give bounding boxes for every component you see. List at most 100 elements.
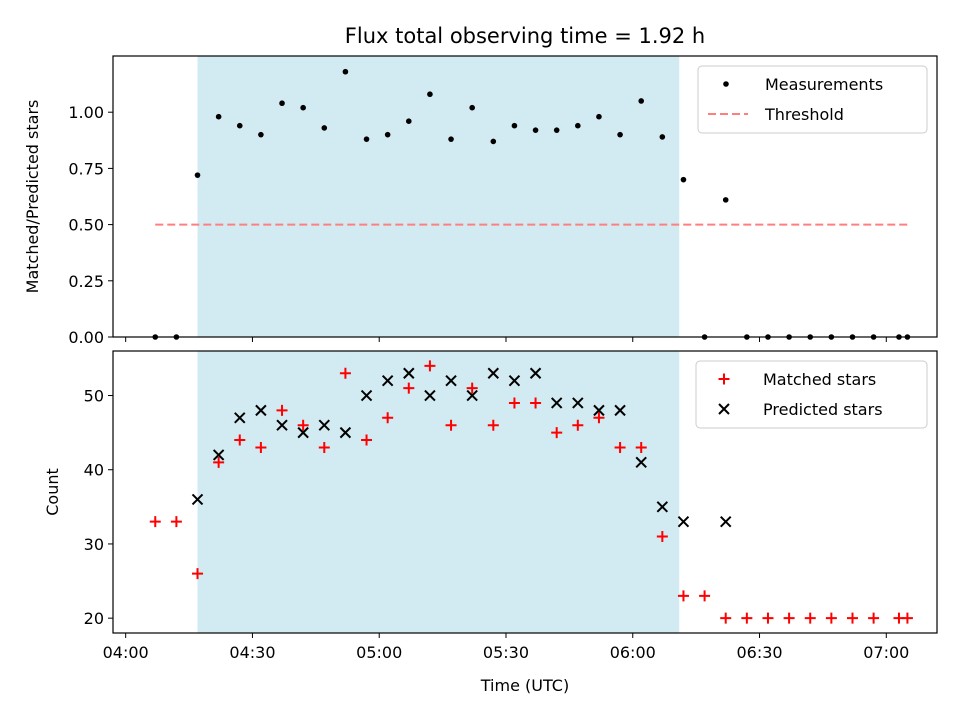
data-point [596,113,602,120]
data-point [255,404,267,417]
series-measurements [152,68,911,340]
plot-frame [112,55,938,338]
data-point [342,68,349,75]
data-point [194,172,201,178]
data-point [553,127,560,133]
legend-label: Threshold [764,105,844,124]
data-point [361,434,373,446]
data-point [236,122,243,129]
data-point [901,612,913,624]
data-point [339,426,352,439]
data-point [508,374,521,387]
legend-swatch [718,403,730,415]
data-point [321,125,328,131]
data-point [638,98,645,104]
data-point [572,419,584,431]
legend-swatch [723,81,729,87]
x-tick-label: 04:30 [229,643,275,662]
data-point [677,590,689,602]
data-point [720,515,732,528]
data-point [424,360,436,372]
x-tick-label: 06:30 [736,643,782,662]
data-point [427,91,433,98]
data-point [258,131,264,138]
data-point [762,612,774,624]
legend-box [697,65,928,134]
chart-title: Flux total observing time = 1.92 h [345,24,705,48]
data-point [677,515,690,528]
data-point [213,456,225,468]
x-tick-label: 06:00 [610,643,656,662]
data-point [191,493,204,506]
data-point [424,389,436,402]
data-point [384,131,391,138]
data-point [659,134,666,140]
data-point [635,456,647,469]
data-point [593,404,605,417]
x-axis-label: Time (UTC) [480,676,569,695]
data-point [720,612,732,624]
y-axis-label: Count [43,468,62,516]
series-predicted-stars [191,367,732,528]
y-tick-label: 40 [84,461,104,480]
data-point [783,612,795,624]
data-point [276,419,288,431]
data-point [445,419,457,431]
data-point [279,100,285,107]
data-point [297,426,309,439]
data-point [617,131,623,138]
x-tick-label: 04:00 [103,643,149,662]
y-axis-label: Matched/Predicted stars [23,100,42,294]
data-point [234,412,246,424]
data-point [804,612,816,624]
legend: Matched stars Predicted stars [695,360,928,429]
data-point [466,389,478,402]
y-tick-label: 20 [84,609,104,628]
y-tick-label: 50 [84,387,104,406]
data-point [487,367,500,379]
observing-window-shade [197,351,680,633]
data-point [511,122,518,129]
data-point [741,612,753,624]
data-point [532,127,539,133]
data-point [656,501,669,513]
observing-window-shade [197,56,680,337]
data-point [551,427,563,439]
y-tick-label: 0.75 [68,159,104,178]
data-point [868,612,880,624]
data-point [508,397,520,409]
data-point [614,441,626,453]
data-point [149,516,161,528]
y-tick-label: 30 [84,535,104,554]
data-point [255,441,267,453]
data-point [846,612,858,624]
data-point [403,367,415,379]
data-point [699,590,711,602]
data-point [382,412,394,424]
x-tick-label: 07:00 [863,643,909,662]
data-point [445,374,457,387]
data-point [192,568,204,580]
data-point [614,404,626,417]
x-tick-label: 05:30 [483,643,529,662]
y-tick-label: 1.00 [68,103,104,122]
data-point [318,441,330,453]
data-point [363,136,370,142]
data-point [680,176,687,183]
legend-swatch [718,373,730,385]
data-point [487,419,499,431]
data-point [469,104,475,111]
legend-label: Measurements [765,75,883,94]
data-point [550,397,563,409]
data-point [318,419,330,431]
top-panel: 0.00 0.25 0.50 0.75 1.00 Matched/Predicted st… [23,55,938,347]
data-point [635,441,647,453]
data-point [297,419,309,431]
data-point [490,138,497,145]
data-point [448,136,454,142]
y-tick-label: 0.25 [68,272,104,291]
data-point [722,197,729,203]
data-point [405,118,412,124]
data-point [300,104,306,111]
